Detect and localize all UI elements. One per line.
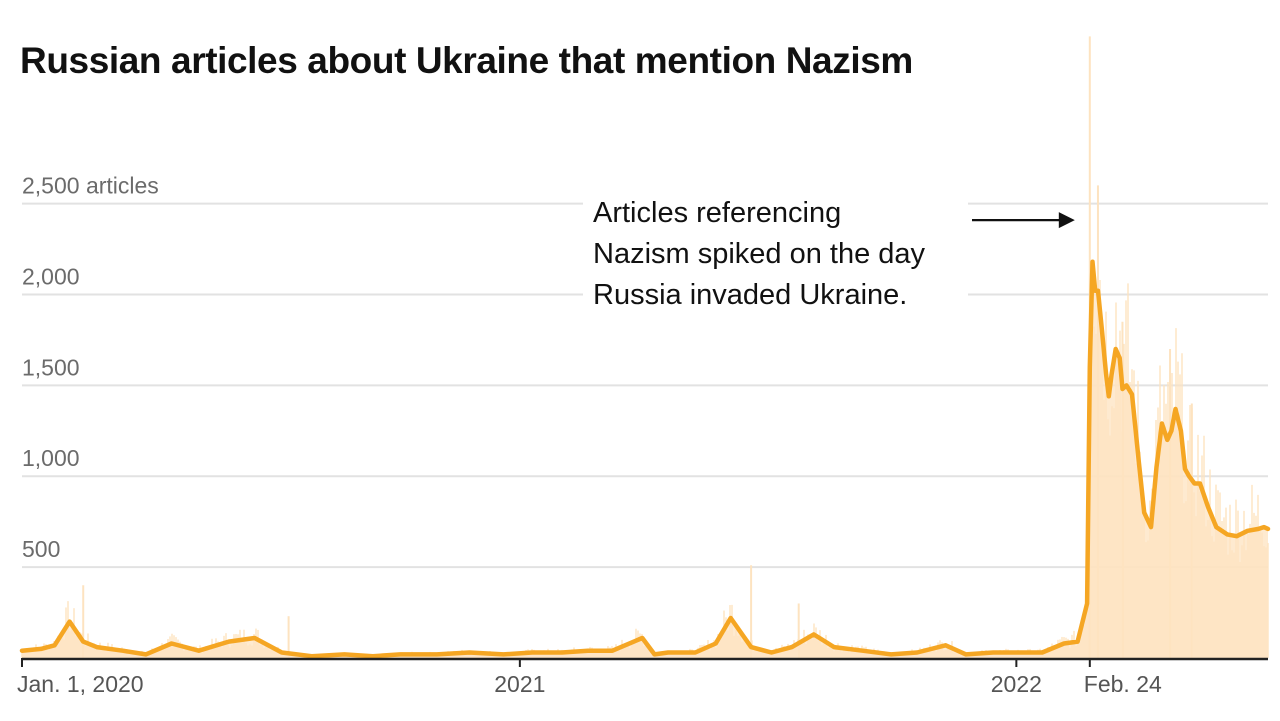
rolling-average-line — [19, 259, 1271, 659]
x-tick-label: 2022 — [991, 671, 1042, 697]
y-tick-label: 1,500 — [22, 354, 80, 380]
y-tick-label: 2,500 articles — [22, 173, 159, 199]
x-tick-label: Feb. 24 — [1084, 671, 1162, 697]
x-tick-label: Jan. 1, 2020 — [17, 671, 144, 697]
annotation-arrow-head — [1058, 212, 1075, 229]
annotation-line: Nazism spiked on the day — [593, 238, 926, 270]
daily-bars — [21, 36, 1269, 658]
y-tick-label: 500 — [22, 536, 60, 562]
y-tick-label: 1,000 — [22, 445, 80, 471]
annotation-background — [583, 190, 968, 318]
area-fill — [22, 261, 1268, 658]
y-tick-label: 2,000 — [22, 263, 80, 289]
annotation-line: Articles referencing — [593, 197, 841, 229]
y-axis-ticks: 500 1,000 1,500 2,000 2,500 articles — [22, 173, 159, 563]
x-tick-label: 2021 — [494, 671, 545, 697]
annotation-line: Russia invaded Ukraine. — [593, 279, 907, 311]
annotation: Articles referencing Nazism spiked on the… — [583, 190, 1075, 318]
chart-title: Russian articles about Ukraine that ment… — [20, 40, 913, 81]
x-axis-ticks: Jan. 1, 2020 2021 2022 Feb. 24 — [17, 658, 1162, 697]
